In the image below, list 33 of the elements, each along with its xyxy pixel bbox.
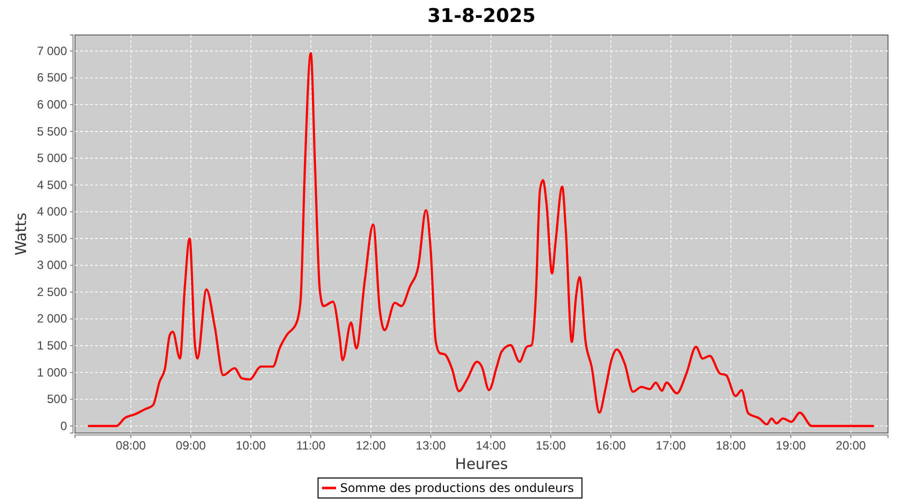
y-tick-label: 6 000 (36, 97, 68, 112)
y-tick-label: 1 500 (36, 338, 68, 353)
chart-title: 31-8-2025 (427, 5, 536, 27)
y-tick-label: 3 000 (36, 258, 68, 272)
x-tick-label: 20:00 (836, 438, 866, 453)
y-tick-label: 7 000 (36, 44, 68, 58)
x-axis-title: Heures (455, 455, 508, 473)
x-tick-label: 18:00 (716, 438, 746, 453)
y-tick-label: 5 500 (36, 124, 68, 138)
y-tick-label: 5 000 (36, 151, 68, 166)
y-tick-label: 500 (46, 392, 68, 406)
x-tick-label: 17:00 (656, 438, 686, 453)
x-tick-label: 16:00 (596, 438, 626, 453)
y-tick-label: 0 (60, 418, 68, 433)
x-tick-label: 12:00 (356, 438, 386, 453)
y-axis-title: Watts (12, 212, 30, 256)
x-tick-label: 10:00 (236, 438, 266, 453)
x-tick-label: 15:00 (536, 438, 566, 453)
legend-label: Somme des productions des onduleurs (340, 481, 574, 495)
x-tick-label: 09:00 (176, 438, 206, 453)
x-tick-label: 08:00 (116, 438, 146, 453)
x-tick-label: 14:00 (476, 438, 506, 453)
x-tick-label: 11:00 (296, 438, 326, 453)
y-tick-label: 1 000 (36, 365, 68, 380)
line-series (88, 52, 874, 428)
y-tick-label: 2 500 (36, 284, 68, 299)
y-tick-label: 2 000 (36, 312, 68, 326)
y-tick-label: 4 000 (36, 204, 68, 219)
y-tick-label: 3 500 (36, 231, 68, 246)
x-tick-label: 19:00 (776, 438, 806, 453)
y-tick-label: 6 500 (36, 70, 68, 85)
y-tick-label: 4 500 (36, 178, 68, 192)
x-tick-label: 13:00 (416, 438, 446, 453)
